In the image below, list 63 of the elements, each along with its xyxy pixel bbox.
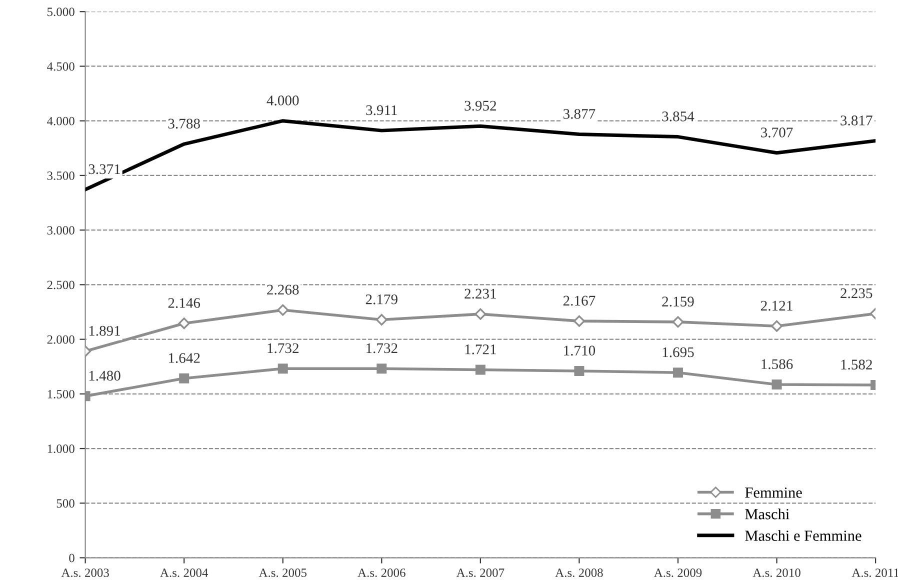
data-label: 3.911	[366, 105, 397, 116]
x-tick-label: A.s. 2009	[654, 568, 702, 578]
y-tick-label: 1.500	[48, 390, 74, 398]
x-tick-label: A.s. 2004	[160, 568, 208, 578]
point	[672, 368, 683, 378]
x-tick-label: A.s. 2003	[61, 568, 109, 578]
data-label: 1.710	[564, 346, 596, 356]
point	[475, 364, 486, 375]
data-label: 1.586	[762, 359, 793, 370]
data-label: 1.732	[366, 343, 398, 354]
point	[672, 316, 684, 328]
data-label: 1.582	[841, 360, 872, 370]
data-label: 2.146	[168, 298, 200, 308]
data-label: 1.732	[268, 343, 298, 354]
y-tick-label: 1.000	[48, 444, 74, 454]
data-label: 1.721	[465, 344, 496, 354]
data-label: 2.268	[267, 284, 299, 295]
data-label: 4.000	[266, 96, 299, 106]
data-label: 2.179	[366, 294, 398, 304]
y-tick-label: 2.000	[47, 335, 74, 344]
y-tick-label: 2.500	[47, 280, 74, 290]
data-label: 2.231	[464, 288, 496, 299]
x-tick-label: A.s. 2006	[358, 568, 406, 578]
data-label: 3.877	[564, 108, 596, 119]
data-label: 1.695	[662, 347, 694, 358]
data-label: 2.159	[662, 296, 694, 307]
y-tick-label: 4.500	[47, 62, 74, 71]
legend-label: Femmine	[745, 487, 802, 498]
data-label: 3.952	[464, 100, 496, 111]
y-tick-label: 0	[69, 554, 74, 562]
y-tick-label: 5.000	[47, 8, 74, 16]
point	[376, 364, 387, 374]
data-label: 3.817	[840, 116, 872, 126]
data-label: 1.480	[89, 370, 120, 381]
x-tick-label: A.s. 2005	[258, 568, 307, 578]
data-label: 1.891	[89, 326, 120, 336]
y-tick-label: 500	[56, 499, 74, 508]
data-label: 1.642	[168, 353, 200, 364]
y-tick-label: 3.000	[47, 226, 74, 235]
data-label: 3.788	[168, 118, 200, 129]
data-label: 3.854	[662, 111, 694, 122]
point	[772, 380, 782, 390]
point	[574, 366, 584, 376]
data-label: 3.707	[761, 128, 793, 138]
x-tick-label: A.s. 2008	[555, 568, 603, 578]
point	[573, 315, 585, 327]
y-tick-label: 3.500	[47, 171, 74, 180]
legend-label: Maschi	[745, 508, 790, 520]
x-tick-label: A.s. 2010	[752, 568, 800, 578]
data-label: 2.235	[840, 288, 872, 298]
point	[277, 304, 289, 316]
data-label: 2.167	[563, 296, 596, 306]
point	[179, 373, 190, 384]
point	[278, 364, 288, 374]
x-tick-label: A.s. 2007	[456, 568, 504, 578]
point	[376, 314, 388, 326]
point	[771, 320, 783, 332]
point	[178, 318, 190, 330]
data-label: 3.371	[88, 164, 120, 174]
legend-label: Maschi e Femmine	[745, 530, 862, 541]
y-tick-label: 4.000	[47, 116, 74, 126]
data-label: 2.121	[761, 300, 792, 311]
point	[474, 308, 486, 320]
